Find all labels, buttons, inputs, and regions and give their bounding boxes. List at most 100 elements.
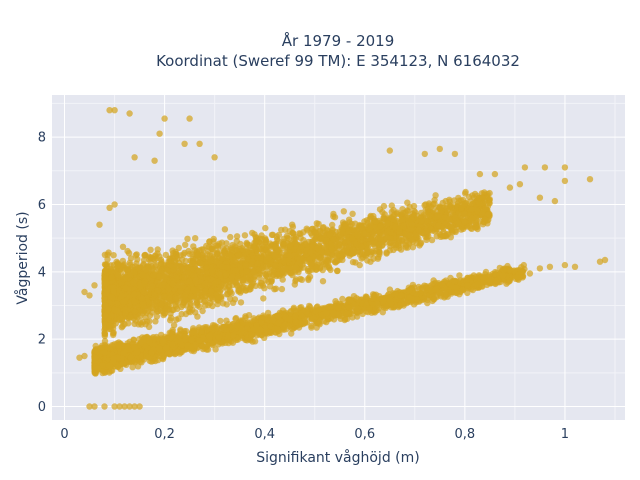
data-point (94, 348, 101, 355)
data-point (121, 321, 128, 328)
data-point (199, 307, 206, 315)
data-point (99, 362, 106, 369)
data-point (155, 345, 163, 352)
data-point (278, 285, 286, 293)
data-point (456, 272, 463, 279)
data-point (98, 344, 105, 351)
data-point (511, 267, 518, 274)
data-point (267, 329, 275, 337)
data-point (159, 338, 167, 345)
data-point (286, 316, 293, 323)
data-point (252, 282, 259, 290)
data-point (212, 346, 219, 353)
data-point (167, 329, 175, 337)
data-point (453, 284, 460, 291)
data-point (101, 337, 109, 345)
data-point (177, 326, 184, 333)
data-point (262, 224, 269, 232)
data-point (232, 314, 240, 322)
data-point (101, 349, 108, 356)
data-point (193, 300, 200, 307)
data-point (340, 208, 347, 215)
data-point (419, 284, 426, 291)
data-point (237, 299, 245, 306)
data-point (209, 340, 216, 347)
data-point (339, 295, 346, 303)
data-point (182, 241, 189, 248)
data-point (499, 272, 507, 279)
data-point (138, 339, 145, 346)
data-point (178, 310, 185, 318)
data-point (110, 355, 118, 362)
data-point (241, 232, 249, 239)
data-point (217, 317, 224, 325)
data-point (438, 281, 446, 288)
scatter-points (76, 107, 609, 410)
data-point (243, 325, 251, 332)
data-point (405, 287, 413, 294)
data-point (288, 330, 295, 337)
data-point (355, 296, 362, 303)
data-point (269, 317, 277, 324)
data-point (335, 311, 342, 318)
data-point (118, 355, 125, 362)
data-point (312, 313, 319, 320)
data-point (225, 320, 232, 328)
data-point (397, 292, 404, 299)
data-point (147, 246, 154, 253)
chart-title-line-1: År 1979 - 2019 (282, 31, 395, 50)
data-point (225, 332, 232, 339)
data-point (474, 280, 481, 288)
data-point (520, 261, 527, 269)
data-point (363, 293, 370, 301)
data-point (169, 341, 176, 348)
data-point (152, 318, 159, 325)
data-point (127, 354, 135, 361)
data-point (196, 337, 203, 344)
data-point (132, 252, 139, 259)
data-point (221, 226, 229, 233)
data-point (119, 243, 127, 250)
data-point (148, 349, 155, 356)
data-point (315, 220, 322, 228)
data-point (323, 309, 330, 317)
data-point (257, 326, 264, 333)
data-point (133, 349, 141, 356)
data-point (129, 364, 136, 371)
data-point (324, 303, 332, 311)
data-point (308, 324, 315, 331)
data-point (227, 233, 234, 241)
data-point (258, 232, 265, 239)
data-point (285, 322, 293, 330)
data-point (430, 296, 438, 303)
data-point (335, 304, 342, 311)
data-point (291, 313, 299, 320)
data-point (115, 342, 123, 349)
data-point (275, 312, 282, 320)
data-point (106, 362, 113, 369)
data-point (131, 344, 139, 351)
data-point (380, 297, 387, 305)
data-point (174, 348, 181, 355)
data-point (125, 250, 133, 257)
data-point (400, 302, 407, 309)
data-point (430, 277, 437, 284)
data-point (469, 286, 477, 294)
data-point (253, 322, 260, 329)
data-point (290, 306, 297, 313)
data-point (94, 365, 102, 372)
data-point (517, 268, 525, 275)
data-point (346, 297, 354, 304)
data-point (464, 282, 471, 289)
data-point (105, 249, 112, 256)
data-point (164, 350, 172, 357)
data-point (424, 296, 431, 304)
data-point (479, 221, 487, 228)
data-point (260, 314, 268, 321)
data-point (124, 343, 131, 351)
data-point (297, 320, 305, 327)
data-point (329, 221, 336, 229)
data-point (319, 278, 327, 285)
data-point (416, 242, 423, 249)
data-point (261, 334, 268, 341)
